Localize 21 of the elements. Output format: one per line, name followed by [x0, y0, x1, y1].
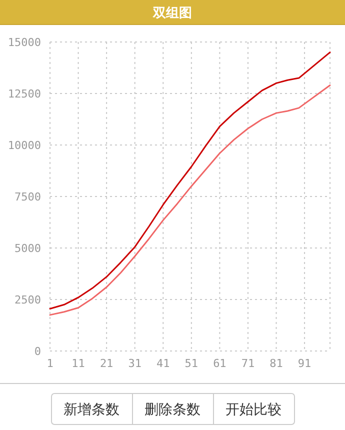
x-tick-label: 41 — [156, 357, 170, 370]
x-tick-label: 1 — [46, 357, 54, 370]
x-tick-label: 51 — [184, 357, 198, 370]
x-tick-label: 91 — [298, 357, 312, 370]
text: 新增条数 — [64, 402, 120, 418]
y-tick-label: 15000 — [8, 36, 41, 49]
y-tick-label: 10000 — [8, 139, 41, 152]
x-tick-label: 21 — [100, 357, 114, 370]
y-tick-label: 5000 — [14, 242, 41, 255]
y-tick-label: 0 — [34, 345, 41, 358]
text: 删除条数 — [144, 402, 200, 418]
text: 开始比较 — [226, 402, 282, 418]
x-tick-label: 61 — [213, 357, 226, 370]
y-tick-label: 7500 — [14, 190, 41, 204]
x-tick-label: 31 — [128, 357, 142, 370]
y-tick-label: 12500 — [8, 88, 41, 100]
y-tick-label: 2500 — [14, 294, 41, 306]
chart-title: 双组图 — [152, 6, 192, 21]
x-tick-label: 71 — [241, 357, 255, 370]
x-tick-label: 11 — [72, 357, 85, 370]
x-tick-label: 81 — [270, 357, 283, 370]
